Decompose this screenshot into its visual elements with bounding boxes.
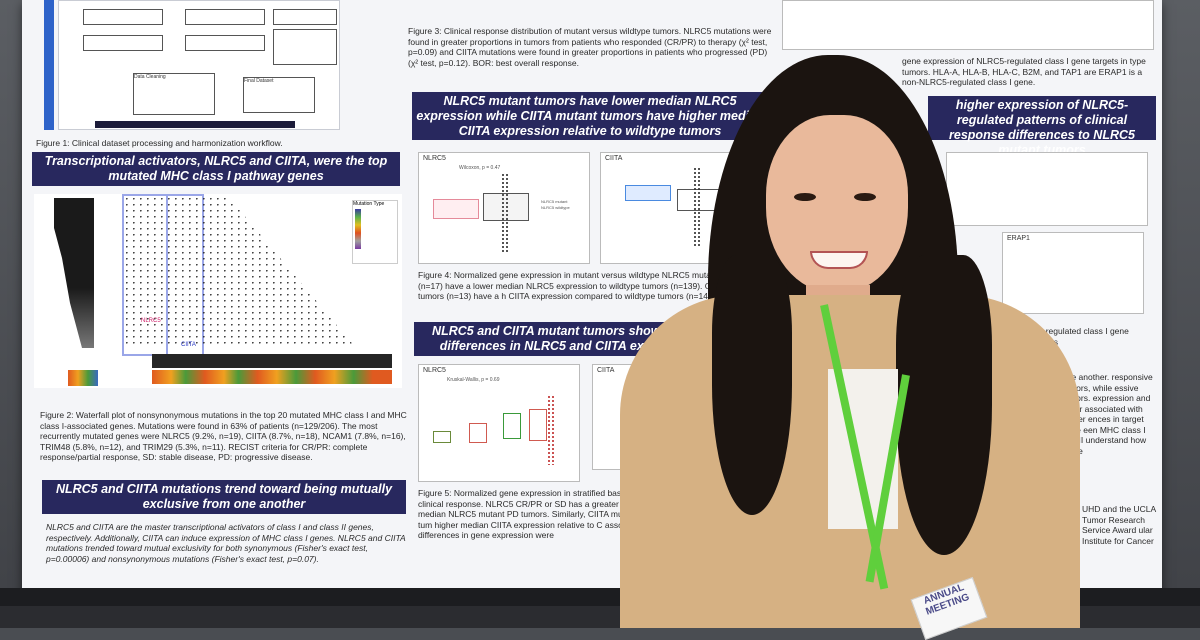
presenter: ANNUAL MEETING [600,55,1120,640]
cohort-strip [152,370,392,384]
figure3-caption: Figure 3: Clinical response distribution… [408,26,772,68]
face [766,115,908,293]
right-boxplot-row2: ERAP1 [1002,232,1144,314]
kruskal-pvalue: Kruskal-Wallis, p = 0.69 [447,377,500,383]
workflow-footer-bar [95,121,295,128]
response-points [547,395,555,465]
final-dataset-label: Final Dataset [244,78,274,84]
legend-title: Mutation Type [353,201,385,207]
top-right-boxplots [782,0,1154,50]
wildtype-points [501,173,509,253]
right-boxplot-row1 [946,152,1148,226]
nlrc5-legend: NLRC5 mutant NLRC5 wildtype [541,199,570,211]
ciita-plot-title: CIITA [605,155,623,162]
nlrc5-response-boxplot: NLRC5 Kruskal-Wallis, p = 0.69 [418,364,580,482]
poster-side-strip [44,0,54,130]
hair-left-lock [712,255,792,515]
right-top-caption: gene expression of NLRC5-regulated class… [902,56,1146,87]
left-body-text: NLRC5 and CIITA are the master transcrip… [46,522,406,564]
nlrc5-pvalue: Wilcoxon, p = 0.47 [459,165,501,171]
waterfall-plot: NLRC5 CIITA Mutation Type [34,194,402,388]
mutant-box [433,199,479,219]
erap1-plot-title: ERAP1 [1007,235,1030,242]
hair-right-lock [896,255,992,555]
workflow-box [185,9,265,25]
nlrc5-label: NLRC5 [141,318,161,324]
left-eye [794,193,816,201]
data-cleaning-box: Data Cleaning [133,73,215,115]
legend-swatches [355,209,361,249]
final-dataset-box: Final Dataset [243,77,315,113]
mutation-matrix [126,198,356,348]
mutation-frequency-bars [54,198,94,348]
figure5-caption: Figure 5: Normalized gene expression in … [418,488,646,540]
mutant-box [625,185,671,201]
workflow-box [185,35,265,51]
workflow-diagram: Data Cleaning Final Dataset [58,0,340,130]
legend-wildtype: NLRC5 wildtype [541,205,570,210]
response-box [433,431,451,443]
figure1-caption: Figure 1: Clinical dataset processing an… [36,138,283,148]
workflow-box [273,9,337,25]
workflow-box [83,35,163,51]
right-acknowledgements: UHD and the UCLA Tumor Research Service … [1082,504,1156,546]
right-eye [854,193,876,201]
banner-class-i-expression: higher expression of NLRC5-regulated pat… [928,96,1156,157]
ciita-label: CIITA [181,342,196,348]
figure2-caption: Figure 2: Waterfall plot of nonsynonymou… [40,410,407,462]
wildtype-points [693,167,701,247]
banner-top-mutated: Transcriptional activators, NLRC5 and CI… [32,152,400,186]
banner-expression: NLRC5 mutant tumors have lower median NL… [412,92,768,140]
response-strip [152,354,392,368]
response-box [469,423,487,443]
mutation-type-legend: Mutation Type [352,200,398,264]
cohort-legend [68,370,98,386]
workflow-box [273,29,337,65]
smile [810,251,868,269]
response-box [503,413,521,439]
figure4-caption: Figure 4: Normalized gene expression in … [418,270,754,301]
response-box [529,409,547,441]
ciita-response-title: CIITA [597,367,615,374]
banner-mutual-exclusivity: NLRC5 and CIITA mutations trend toward b… [42,480,406,514]
nlrc5-plot-title: NLRC5 [423,155,446,162]
nlrc5-boxplot: NLRC5 Wilcoxon, p = 0.47 NLRC5 mutant NLR… [418,152,590,264]
data-cleaning-label: Data Cleaning [134,74,166,80]
legend-mutant: NLRC5 mutant [541,199,568,204]
nlrc5-response-title: NLRC5 [423,367,446,374]
workflow-box [83,9,163,25]
